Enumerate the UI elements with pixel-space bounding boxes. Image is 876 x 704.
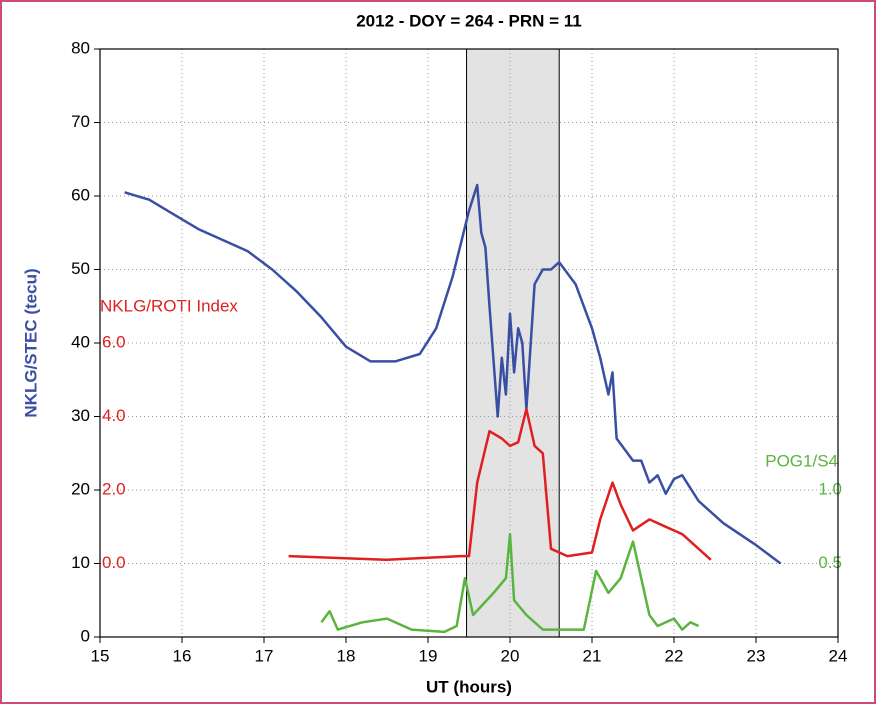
y-axis-label: NKLG/STEC (tecu) bbox=[21, 268, 40, 417]
y-tick-label: 30 bbox=[71, 406, 90, 425]
y2-axis-label: NKLG/ROTI Index bbox=[100, 296, 238, 315]
y-tick-label: 50 bbox=[71, 259, 90, 278]
y-tick-label: 60 bbox=[71, 185, 90, 204]
y-tick-label: 40 bbox=[71, 332, 90, 351]
y2-tick-label: 2.0 bbox=[102, 479, 126, 498]
x-tick-label: 18 bbox=[337, 646, 356, 665]
x-tick-label: 24 bbox=[829, 646, 848, 665]
x-tick-label: 15 bbox=[91, 646, 110, 665]
x-tick-label: 19 bbox=[419, 646, 438, 665]
x-tick-label: 22 bbox=[665, 646, 684, 665]
y-tick-label: 70 bbox=[71, 112, 90, 131]
chart-title: 2012 - DOY = 264 - PRN = 11 bbox=[356, 11, 582, 30]
x-tick-label: 17 bbox=[255, 646, 274, 665]
x-axis-label: UT (hours) bbox=[426, 677, 512, 696]
y2-tick-label: 0.0 bbox=[102, 553, 126, 572]
y-tick-label: 20 bbox=[71, 479, 90, 498]
series-line bbox=[320, 532, 700, 634]
x-tick-label: 20 bbox=[501, 646, 520, 665]
series-line bbox=[124, 183, 782, 565]
series-line bbox=[288, 407, 712, 562]
y2-tick-label: 6.0 bbox=[102, 332, 126, 351]
plot-border bbox=[99, 48, 839, 638]
y3-tick-label: 1.0 bbox=[818, 479, 842, 498]
x-tick-label: 21 bbox=[583, 646, 602, 665]
x-tick-label: 23 bbox=[747, 646, 766, 665]
y3-axis-label: POG1/S4 bbox=[765, 451, 838, 470]
y-tick-label: 10 bbox=[71, 553, 90, 572]
x-tick-label: 16 bbox=[173, 646, 192, 665]
y-tick-label: 80 bbox=[71, 38, 90, 57]
y3-tick-label: 0.5 bbox=[818, 553, 842, 572]
y-tick-label: 0 bbox=[81, 626, 90, 645]
y2-tick-label: 4.0 bbox=[102, 406, 126, 425]
